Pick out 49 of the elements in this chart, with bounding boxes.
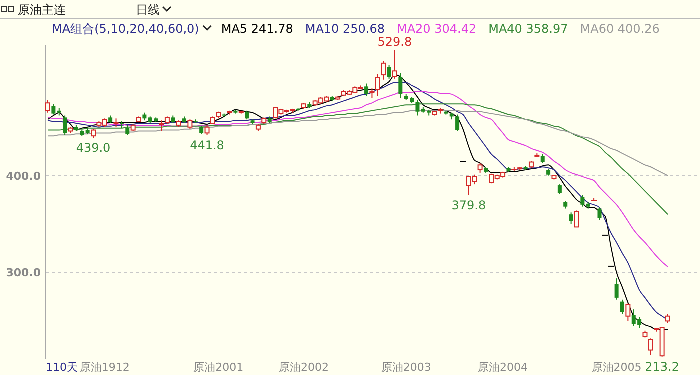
text: MA20 304.42 xyxy=(396,22,477,36)
candlestick xyxy=(387,64,392,80)
candlestick xyxy=(63,115,68,136)
candlestick xyxy=(580,194,585,208)
candlestick xyxy=(598,207,602,221)
chart-subtitle: 日线 xyxy=(136,3,160,17)
chart-title: 原油主连 xyxy=(18,3,66,17)
x-tick-label: 原油2003 xyxy=(381,361,432,374)
candlestick xyxy=(558,184,562,195)
y-tick-label: 400.0 xyxy=(6,170,42,183)
candlestick xyxy=(398,72,403,99)
candlestick xyxy=(648,338,654,356)
x-tick-label: 原油2004 xyxy=(478,361,528,374)
annotation: 529.8 xyxy=(378,35,412,50)
x-tick-label: 原油2002 xyxy=(278,361,329,374)
annotation: 439.0 xyxy=(76,141,111,156)
candlestick xyxy=(375,74,380,97)
candlestick xyxy=(188,119,193,130)
candlestick xyxy=(569,212,574,225)
line-series xyxy=(48,104,668,216)
candlestick xyxy=(456,114,460,132)
candlestick xyxy=(364,83,369,97)
text: MA10 250.68 xyxy=(305,22,385,36)
x-tick-label: 原油2005 xyxy=(592,361,642,374)
y-tick-label: 300.0 xyxy=(6,266,42,280)
annotation: 213.2 xyxy=(645,360,680,374)
text: MA5 241.78 xyxy=(221,22,294,36)
text: MA60 400.26 xyxy=(580,22,660,36)
annotation: 441.8 xyxy=(190,138,224,152)
candlestick xyxy=(204,124,210,136)
candlestick xyxy=(620,299,624,315)
candlestick xyxy=(370,88,375,99)
x-tick-label: 原油2001 xyxy=(194,361,244,374)
candlestick xyxy=(574,210,580,228)
text: MA40 358.97 xyxy=(488,22,568,36)
candlestick xyxy=(416,100,420,116)
candlestick xyxy=(614,278,619,300)
text: 110天 xyxy=(46,361,78,374)
legend-title: MA组合(5,10,20,40,60,0) xyxy=(52,22,200,36)
x-tick-label: 原油1912 xyxy=(80,361,130,374)
candlestick xyxy=(392,50,398,80)
annotation: 379.8 xyxy=(452,198,486,212)
candlestick xyxy=(46,100,50,114)
candlestick xyxy=(626,303,631,322)
candlestick xyxy=(381,60,386,80)
candlestick xyxy=(478,162,483,174)
candlestick xyxy=(52,104,56,116)
candlestick xyxy=(126,124,130,136)
candlestick xyxy=(159,120,164,132)
